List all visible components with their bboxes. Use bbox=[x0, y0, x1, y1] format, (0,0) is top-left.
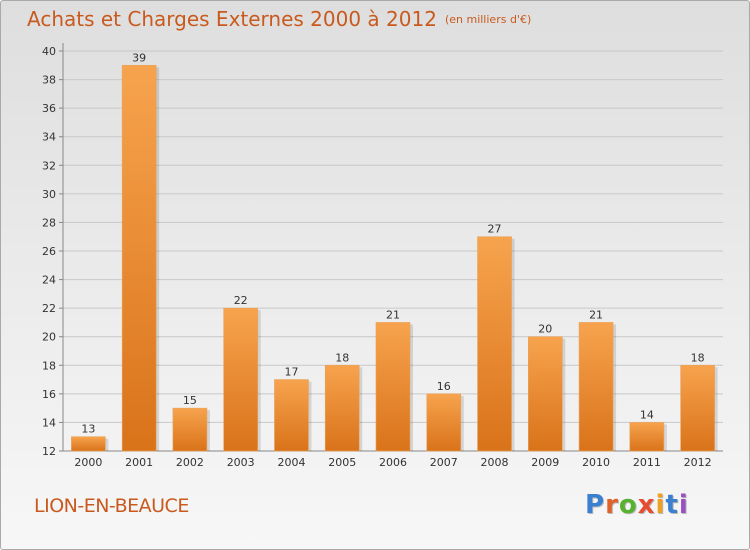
y-tick-label: 18 bbox=[42, 359, 56, 372]
x-tick-label: 2003 bbox=[227, 456, 255, 469]
x-tick-label: 2005 bbox=[328, 456, 356, 469]
bar bbox=[324, 364, 360, 452]
logo-letter: r bbox=[605, 490, 619, 520]
chart-title-text: Achats et Charges Externes 2000 à 2012 bbox=[27, 7, 437, 31]
bar bbox=[71, 436, 106, 452]
bar bbox=[477, 236, 512, 452]
data-label: 18 bbox=[335, 351, 349, 364]
logo-letter: P bbox=[585, 490, 606, 520]
y-tick-label: 16 bbox=[42, 388, 56, 401]
x-tick-label: 2000 bbox=[74, 456, 102, 469]
bar bbox=[121, 64, 157, 452]
bar bbox=[274, 379, 309, 452]
bar bbox=[223, 307, 258, 452]
logo-letter: i bbox=[655, 490, 666, 520]
y-tick-label: 36 bbox=[42, 102, 56, 115]
data-label: 18 bbox=[691, 351, 705, 364]
x-tick-label: 2008 bbox=[481, 456, 509, 469]
x-tick-label: 2007 bbox=[430, 456, 458, 469]
place-name: LION-EN-BEAUCE bbox=[34, 495, 189, 517]
data-label: 14 bbox=[640, 408, 654, 421]
x-tick-label: 2011 bbox=[633, 456, 661, 469]
y-tick-label: 20 bbox=[42, 331, 56, 344]
data-label: 22 bbox=[234, 294, 248, 307]
y-tick-label: 12 bbox=[42, 445, 56, 458]
data-label: 27 bbox=[488, 223, 502, 236]
bar bbox=[680, 364, 715, 452]
data-label: 15 bbox=[183, 394, 197, 407]
data-label: 16 bbox=[437, 380, 451, 393]
logo-letter: x bbox=[637, 490, 656, 520]
bar bbox=[578, 322, 614, 452]
x-tick-label: 2009 bbox=[531, 456, 559, 469]
data-label: 39 bbox=[132, 51, 146, 64]
logo-letter: t bbox=[665, 490, 679, 520]
x-tick-label: 2006 bbox=[379, 456, 407, 469]
y-tick-label: 24 bbox=[42, 274, 56, 287]
y-tick-label: 26 bbox=[42, 245, 56, 258]
logo-letter: o bbox=[618, 490, 638, 520]
y-tick-label: 14 bbox=[42, 416, 56, 429]
data-label: 21 bbox=[386, 308, 400, 321]
y-tick-label: 28 bbox=[42, 216, 56, 229]
y-tick-label: 32 bbox=[42, 159, 56, 172]
x-tick-label: 2002 bbox=[176, 456, 204, 469]
x-tick-label: 2001 bbox=[125, 456, 153, 469]
chart-title: Achats et Charges Externes 2000 à 2012 (e… bbox=[27, 7, 531, 31]
y-tick-label: 34 bbox=[42, 131, 56, 144]
y-tick-label: 38 bbox=[42, 74, 56, 87]
bar bbox=[375, 322, 411, 452]
bar bbox=[172, 407, 208, 452]
logo-letter: i bbox=[678, 490, 689, 520]
x-tick-label: 2004 bbox=[277, 456, 305, 469]
y-tick-label: 40 bbox=[42, 45, 56, 58]
bar bbox=[426, 393, 462, 452]
data-label: 17 bbox=[284, 366, 298, 379]
proxiti-logo: Proxiti bbox=[585, 490, 689, 520]
bar bbox=[629, 422, 665, 452]
data-label: 20 bbox=[538, 323, 552, 336]
y-tick-label: 30 bbox=[42, 188, 56, 201]
y-tick-label: 22 bbox=[42, 302, 56, 315]
x-tick-label: 2012 bbox=[684, 456, 712, 469]
x-tick-label: 2010 bbox=[582, 456, 610, 469]
data-label: 13 bbox=[81, 423, 95, 436]
chart-unit: (en milliers d'€) bbox=[444, 13, 532, 26]
bar bbox=[528, 336, 563, 452]
data-label: 21 bbox=[589, 308, 603, 321]
